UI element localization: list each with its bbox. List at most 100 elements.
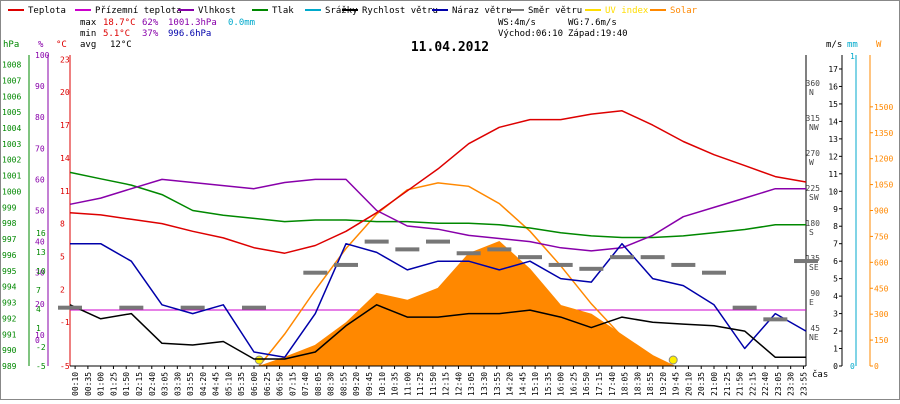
- pct-tick-label: 20: [35, 300, 45, 309]
- ms-tick-label: 3: [833, 310, 838, 319]
- x-tick-label: 11:50: [429, 372, 438, 396]
- ms-tick-label: 6: [833, 257, 838, 266]
- wind-direction-mark: [426, 239, 450, 244]
- ms-tick-label: 2: [833, 327, 838, 336]
- dir-tick-label: W: [809, 158, 814, 167]
- x-tick-label: 06:00: [250, 372, 259, 396]
- ground-temp-tick-label: -2: [36, 343, 46, 352]
- legend-label: Srážky: [325, 6, 358, 16]
- temp-tick-label: 14: [60, 154, 70, 163]
- dir-tick-label: SW: [809, 193, 819, 202]
- sunset-marker: [668, 355, 678, 365]
- stats-min-hum: 37%: [142, 29, 159, 39]
- x-tick-label: 04:45: [212, 372, 221, 396]
- temp-tick-label: 2: [60, 285, 65, 294]
- x-tick-label: 16:50: [582, 372, 591, 396]
- ms-tick-label: 5: [833, 275, 838, 284]
- wind-direction-mark: [119, 305, 144, 310]
- w-tick-label: 450: [874, 284, 889, 293]
- ground-temp-tick-label: 4: [36, 305, 41, 314]
- x-tick-label: 01:25: [109, 372, 118, 396]
- x-tick-label: 21:50: [736, 372, 745, 396]
- stats-max-rain: 0.0mm: [228, 18, 255, 28]
- ground-temp-tick-label: 1: [36, 324, 41, 333]
- dir-tick-label: NE: [809, 333, 819, 342]
- dir-tick-label: N: [809, 88, 814, 97]
- wind-direction-mark: [487, 247, 512, 252]
- temp-tick-label: 23: [60, 55, 70, 64]
- x-tick-label: 16:25: [569, 372, 578, 396]
- x-tick-label: 22:40: [761, 372, 770, 396]
- wind-direction-mark: [548, 262, 573, 267]
- x-tick-label: 10:10: [378, 372, 387, 396]
- mm-tick-label: 0: [850, 362, 855, 371]
- stats-max-press: 1001.3hPa: [168, 18, 217, 28]
- ms-tick-label: 16: [828, 82, 838, 91]
- x-tick-label: 07:15: [288, 372, 297, 396]
- pct-tick-label: 40: [35, 238, 45, 247]
- wind-direction-mark: [334, 262, 358, 267]
- wind-direction-mark: [518, 255, 542, 260]
- x-tick-label: 18:55: [646, 372, 655, 396]
- x-tick-label: 01:00: [97, 372, 106, 396]
- ms-tick-label: 4: [833, 292, 838, 301]
- ground-temp-tick-label: 10: [36, 267, 46, 276]
- legend-label: Směr větru: [528, 6, 582, 16]
- wind-direction-mark: [579, 266, 604, 271]
- x-tick-label: 20:35: [697, 372, 706, 396]
- hpa-tick-label: 996: [2, 251, 17, 260]
- x-tick-label: 10:35: [391, 372, 400, 396]
- ms-tick-label: 9: [833, 205, 838, 214]
- x-tick-label: 11:00: [403, 372, 412, 396]
- vlhkost-line: [69, 178, 806, 252]
- dir-tick-label: S: [809, 228, 814, 237]
- x-tick-label: 02:15: [135, 372, 144, 396]
- hpa-tick-label: 1000: [2, 187, 21, 196]
- ms-tick-label: 17: [828, 65, 838, 74]
- temp-tick-label: 11: [60, 187, 70, 196]
- ground-temp-tick-label: 7: [36, 286, 41, 295]
- stats-block: max 18.7°C 62% 1001.3hPa 0.0mm min 5.1°C…: [80, 18, 255, 50]
- pct-tick-label: 60: [35, 175, 45, 184]
- x-tick-label: 11:25: [416, 372, 425, 396]
- x-tick-label: 02:40: [148, 372, 157, 396]
- wind-direction-mark: [456, 251, 481, 256]
- legend-label: Teplota: [28, 6, 66, 16]
- x-tick-label: 04:20: [199, 372, 208, 396]
- x-tick-label: 06:50: [276, 372, 285, 396]
- x-tick-label: 17:40: [608, 372, 617, 396]
- stats-min-press: 996.6hPa: [168, 29, 211, 39]
- stats-avg-label: avg: [80, 40, 96, 50]
- dir-tick-label: 45: [810, 324, 820, 333]
- dir-tick-label: 225: [806, 184, 821, 193]
- wind-direction-mark: [180, 305, 205, 310]
- rychlost-v-tru-line: [69, 304, 806, 360]
- temp-tick-label: 5: [60, 252, 65, 261]
- x-tick-label: 08:55: [339, 372, 348, 396]
- dir-tick-label: 90: [810, 289, 820, 298]
- x-tick-label: 15:35: [544, 372, 553, 396]
- x-tick-label: 14:45: [518, 372, 527, 396]
- x-tick-label: 20:10: [684, 372, 693, 396]
- x-tick-label: 15:10: [531, 372, 540, 396]
- w-tick-label: 1200: [874, 155, 893, 164]
- ground-temp-tick-label: -5: [36, 362, 46, 371]
- sunset-time: Západ:19:40: [568, 29, 628, 39]
- wind-direction-mark: [395, 247, 420, 252]
- pct-tick-label: 90: [35, 82, 45, 91]
- x-tick-label: 12:40: [454, 372, 463, 396]
- x-tick-label: 01:50: [122, 372, 131, 396]
- legend-label: UV index: [605, 6, 649, 16]
- solar-area: [259, 241, 675, 367]
- legend-label: Vlhkost: [198, 6, 236, 16]
- pct-tick-label: 50: [35, 207, 45, 216]
- pct-tick-label: 10: [35, 331, 45, 340]
- w-tick-label: 1050: [874, 181, 893, 190]
- hpa-axis-unit: hPa: [3, 40, 19, 50]
- axes: 1008100710061005100410031002100110009999…: [2, 51, 893, 371]
- x-tick-label: 13:55: [493, 372, 502, 396]
- x-tick-label: 18:30: [633, 372, 642, 396]
- x-tick-label: 19:20: [659, 372, 668, 396]
- w-tick-label: 900: [874, 207, 889, 216]
- hpa-tick-label: 1007: [2, 76, 21, 85]
